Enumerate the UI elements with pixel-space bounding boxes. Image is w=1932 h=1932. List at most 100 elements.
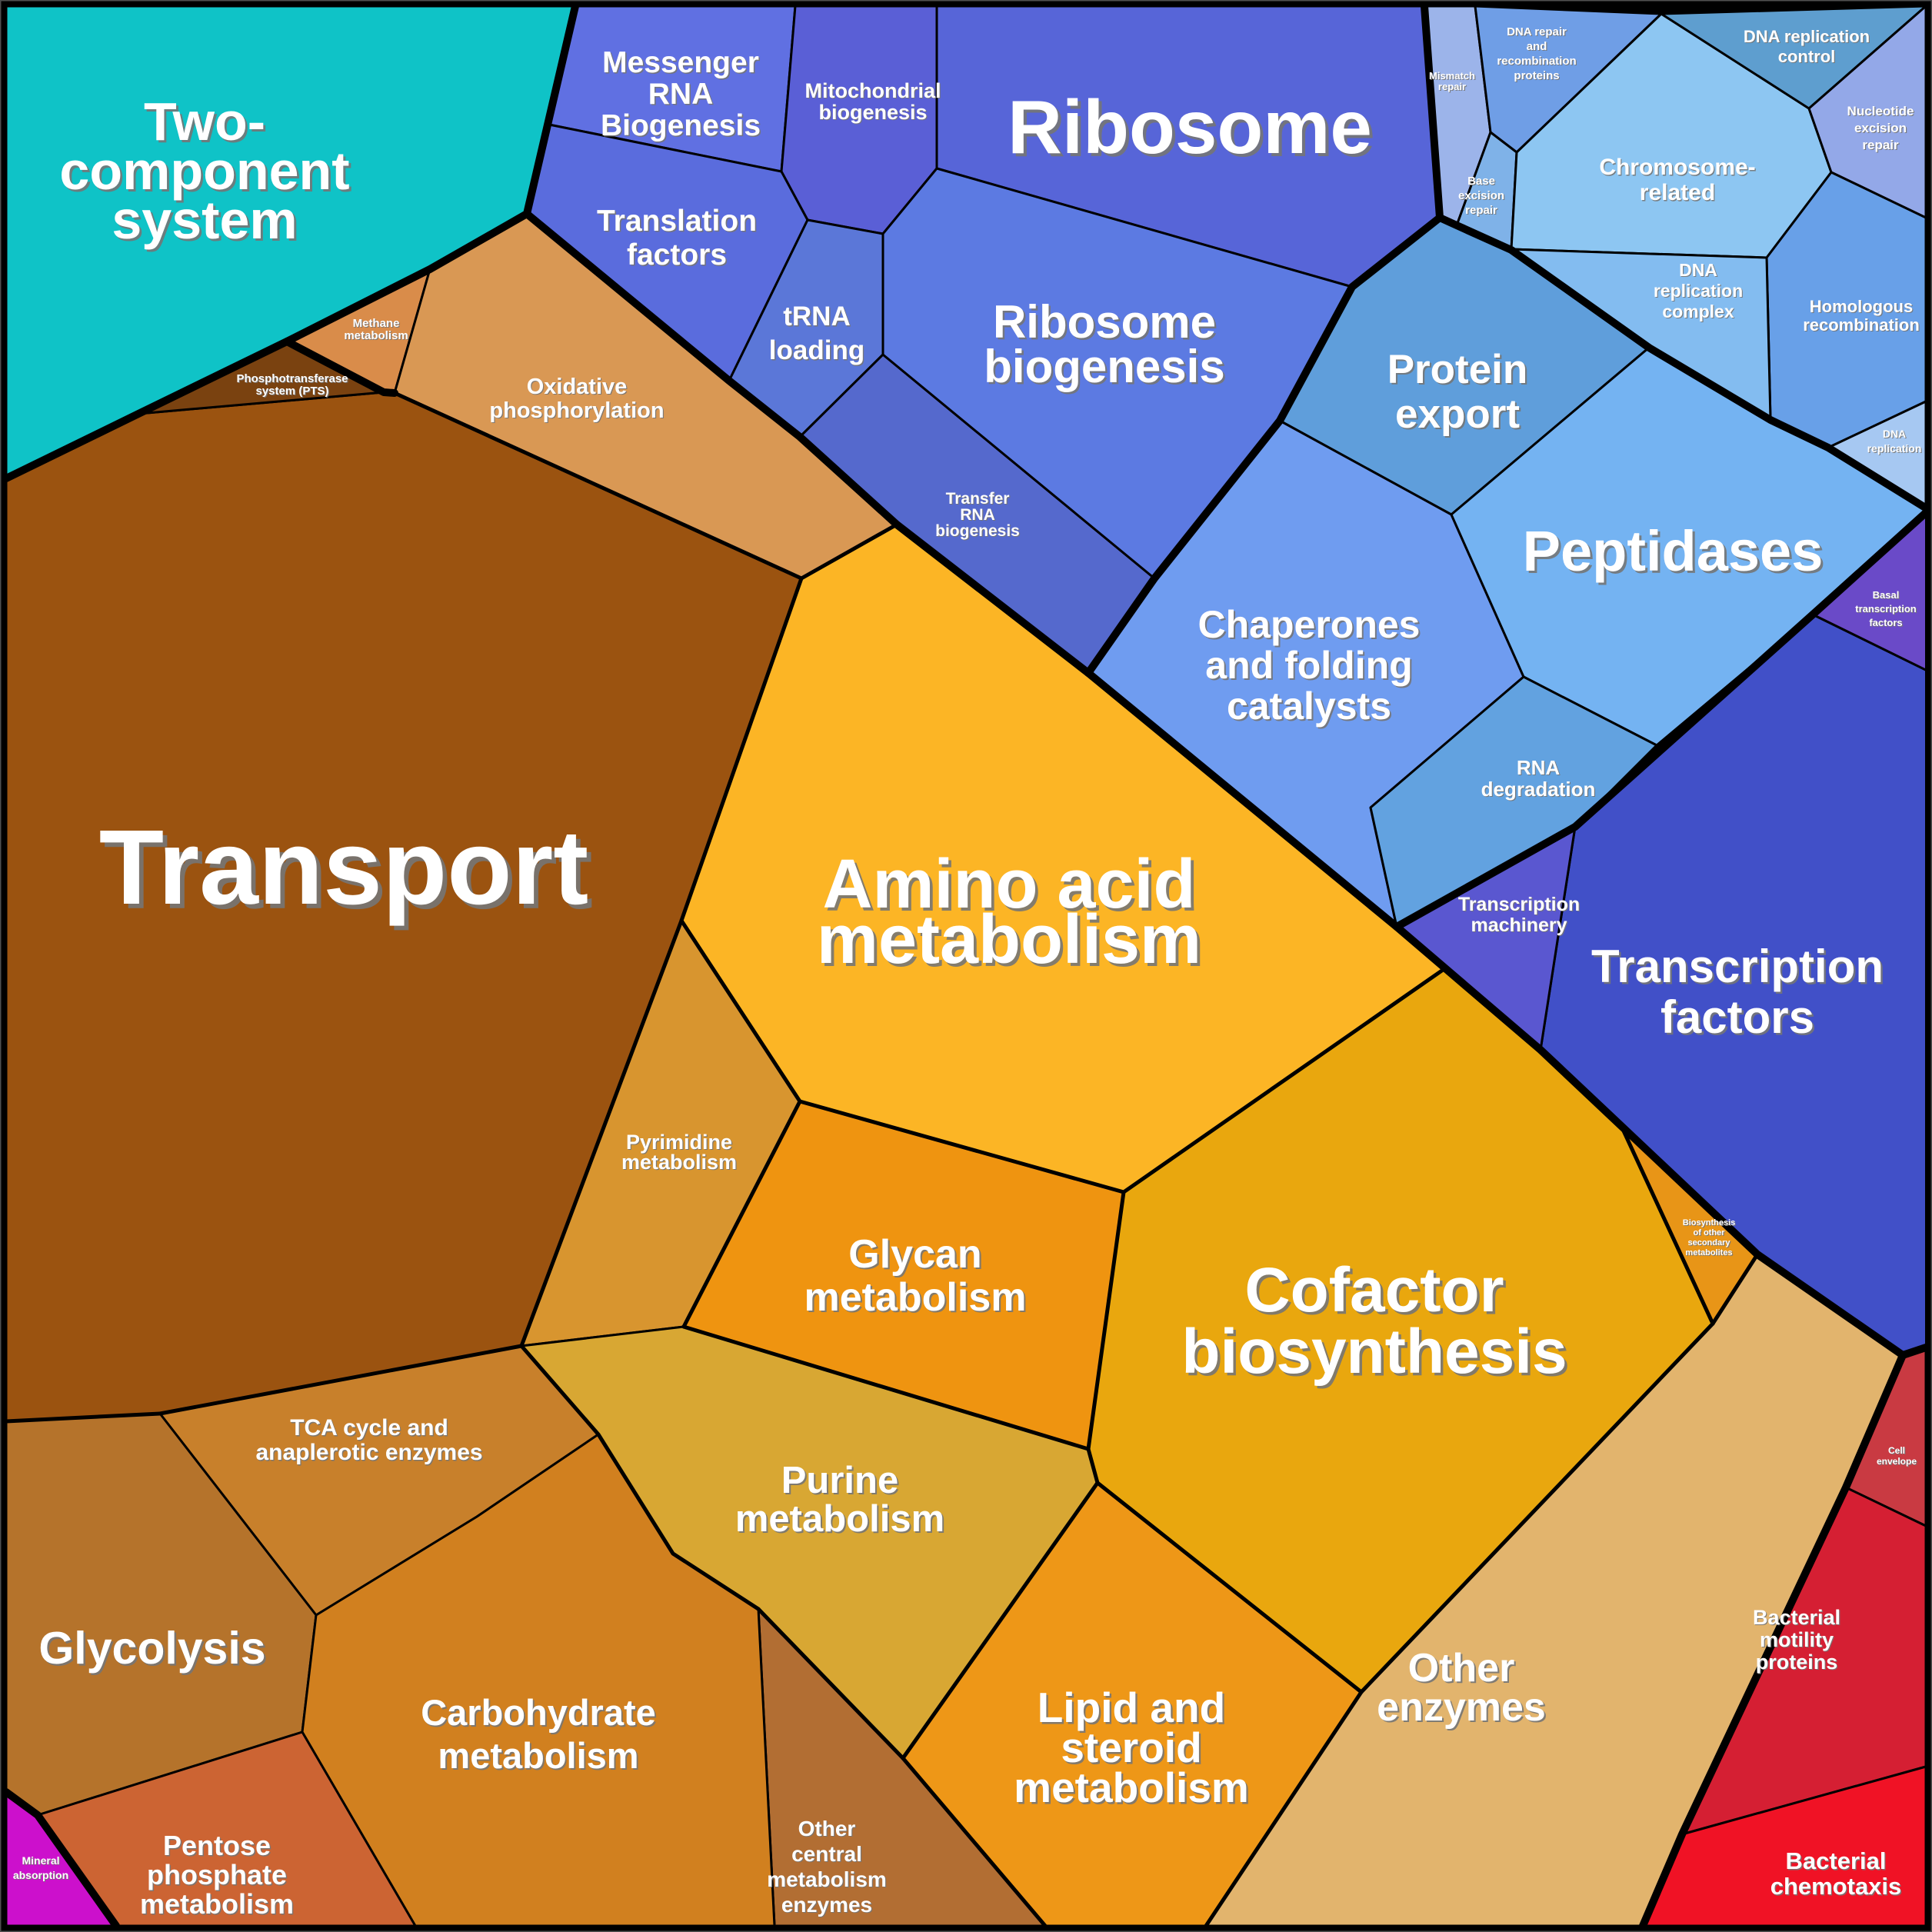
- svg-text:metabolism: metabolism: [621, 1151, 737, 1174]
- svg-text:factors: factors: [1870, 618, 1904, 629]
- svg-text:excision: excision: [1459, 190, 1505, 203]
- svg-text:Chromosome-: Chromosome-: [1599, 155, 1755, 180]
- svg-text:Glycolysis: Glycolysis: [41, 1624, 268, 1675]
- svg-text:metabolites: metabolites: [1687, 1249, 1734, 1258]
- svg-text:recombination: recombination: [1803, 315, 1920, 335]
- svg-text:biogenesis: biogenesis: [986, 343, 1227, 395]
- svg-text:metabolism: metabolism: [737, 1500, 946, 1541]
- svg-text:proteins: proteins: [1756, 1651, 1838, 1674]
- svg-text:Messenger: Messenger: [604, 48, 761, 81]
- svg-text:Purine: Purine: [781, 1460, 898, 1501]
- svg-text:Bacterial: Bacterial: [1786, 1847, 1887, 1874]
- svg-text:Ribosome: Ribosome: [993, 296, 1216, 348]
- svg-text:absorption: absorption: [13, 1869, 68, 1881]
- svg-text:Ribosome: Ribosome: [994, 298, 1217, 350]
- svg-text:central: central: [791, 1842, 862, 1866]
- svg-text:metabolism: metabolism: [768, 1868, 888, 1892]
- svg-text:Methane: Methane: [353, 317, 400, 330]
- svg-text:Transcription: Transcription: [1593, 943, 1885, 994]
- svg-text:Basal: Basal: [1874, 590, 1900, 601]
- svg-text:biogenesis: biogenesis: [820, 102, 928, 125]
- svg-text:loading: loading: [769, 335, 864, 365]
- svg-text:phosphate: phosphate: [148, 1860, 288, 1892]
- svg-text:motility: motility: [1760, 1628, 1834, 1651]
- svg-text:factors: factors: [628, 240, 728, 273]
- svg-text:biosynthesis: biosynthesis: [1184, 1319, 1570, 1389]
- svg-text:metabolism: metabolism: [344, 329, 408, 342]
- svg-text:Transcription: Transcription: [1458, 894, 1580, 915]
- svg-text:Carbohydrate: Carbohydrate: [421, 1692, 656, 1733]
- svg-text:Lipid and: Lipid and: [1039, 1685, 1227, 1733]
- svg-text:RNA: RNA: [649, 79, 715, 112]
- svg-text:proteins: proteins: [1757, 1651, 1839, 1674]
- svg-text:enzymes: enzymes: [1377, 1685, 1546, 1730]
- svg-text:component: component: [62, 143, 351, 203]
- svg-text:metabolism: metabolism: [820, 904, 1204, 981]
- svg-text:control: control: [1779, 48, 1837, 67]
- svg-text:transcription: transcription: [1855, 603, 1917, 615]
- svg-text:biosynthesis: biosynthesis: [1181, 1317, 1567, 1387]
- svg-text:metabolism: metabolism: [439, 1737, 640, 1777]
- svg-text:Other: Other: [799, 1817, 857, 1841]
- svg-text:Carbohydrate: Carbohydrate: [422, 1694, 658, 1734]
- svg-text:Pyrimidine: Pyrimidine: [627, 1131, 733, 1154]
- svg-text:enzymes: enzymes: [1378, 1687, 1547, 1731]
- svg-text:recombination: recombination: [1804, 316, 1920, 335]
- svg-text:repair: repair: [1864, 138, 1900, 153]
- svg-text:steroid: steroid: [1063, 1725, 1204, 1773]
- svg-text:RNA: RNA: [648, 78, 714, 111]
- svg-text:Mitochondrial: Mitochondrial: [806, 80, 942, 103]
- svg-text:Glycolysis: Glycolysis: [38, 1623, 265, 1674]
- svg-text:Chaperones: Chaperones: [1200, 605, 1422, 648]
- svg-text:Bacterial: Bacterial: [1753, 1606, 1840, 1629]
- svg-text:Pentose: Pentose: [163, 1830, 271, 1861]
- svg-text:Pyrimidine: Pyrimidine: [626, 1131, 732, 1154]
- svg-text:Other: Other: [798, 1817, 856, 1840]
- svg-text:factors: factors: [627, 238, 727, 271]
- svg-text:system (PTS): system (PTS): [257, 385, 330, 398]
- svg-text:Oxidative: Oxidative: [528, 375, 628, 400]
- svg-text:steroid: steroid: [1061, 1724, 1201, 1771]
- svg-text:machinery: machinery: [1471, 914, 1567, 936]
- svg-text:Translation: Translation: [597, 205, 757, 238]
- svg-text:related: related: [1641, 181, 1716, 206]
- svg-text:Two-: Two-: [144, 92, 265, 152]
- svg-text:excision: excision: [1855, 122, 1907, 136]
- svg-text:Amino acid: Amino acid: [825, 849, 1198, 926]
- svg-text:repair: repair: [1862, 138, 1899, 152]
- svg-text:Transport: Transport: [99, 808, 588, 927]
- svg-text:DNA: DNA: [1884, 428, 1907, 441]
- svg-text:Transcription: Transcription: [1591, 941, 1884, 992]
- svg-text:enzymes: enzymes: [781, 1893, 872, 1917]
- svg-text:metabolites: metabolites: [1685, 1248, 1732, 1257]
- svg-text:secondary: secondary: [1687, 1238, 1730, 1247]
- svg-text:replication: replication: [1868, 443, 1923, 455]
- svg-text:Homologous: Homologous: [1810, 298, 1914, 317]
- svg-text:RNA: RNA: [1517, 756, 1561, 779]
- svg-text:Phosphotransferase: Phosphotransferase: [238, 373, 349, 386]
- svg-text:Nucleotide: Nucleotide: [1847, 104, 1914, 118]
- svg-text:Base: Base: [1467, 175, 1495, 188]
- svg-text:loading: loading: [770, 336, 865, 366]
- svg-text:factors: factors: [1869, 617, 1902, 628]
- svg-text:Transfer: Transfer: [946, 490, 1010, 508]
- svg-text:system (PTS): system (PTS): [255, 385, 328, 398]
- svg-text:repair: repair: [1438, 81, 1466, 92]
- svg-text:Methane: Methane: [354, 318, 401, 331]
- svg-text:Mineral: Mineral: [22, 1854, 59, 1867]
- svg-text:Cofactor: Cofactor: [1244, 1255, 1504, 1325]
- svg-text:Transport: Transport: [104, 813, 593, 931]
- svg-text:Biogenesis: Biogenesis: [602, 111, 762, 144]
- svg-text:excision: excision: [1854, 121, 1907, 135]
- svg-text:Peptidases: Peptidases: [1523, 519, 1824, 583]
- svg-text:complex: complex: [1664, 302, 1736, 322]
- svg-text:replication: replication: [1654, 281, 1744, 301]
- svg-text:Lipid and: Lipid and: [1038, 1684, 1225, 1731]
- svg-text:metabolism: metabolism: [735, 1498, 944, 1540]
- svg-text:Basal: Basal: [1873, 589, 1900, 601]
- svg-text:factors: factors: [1662, 994, 1816, 1045]
- svg-text:metabolism: metabolism: [345, 330, 409, 343]
- svg-text:chemotaxis: chemotaxis: [1770, 1873, 1902, 1900]
- svg-text:Bacterial: Bacterial: [1754, 1607, 1841, 1630]
- svg-text:degradation: degradation: [1481, 778, 1596, 801]
